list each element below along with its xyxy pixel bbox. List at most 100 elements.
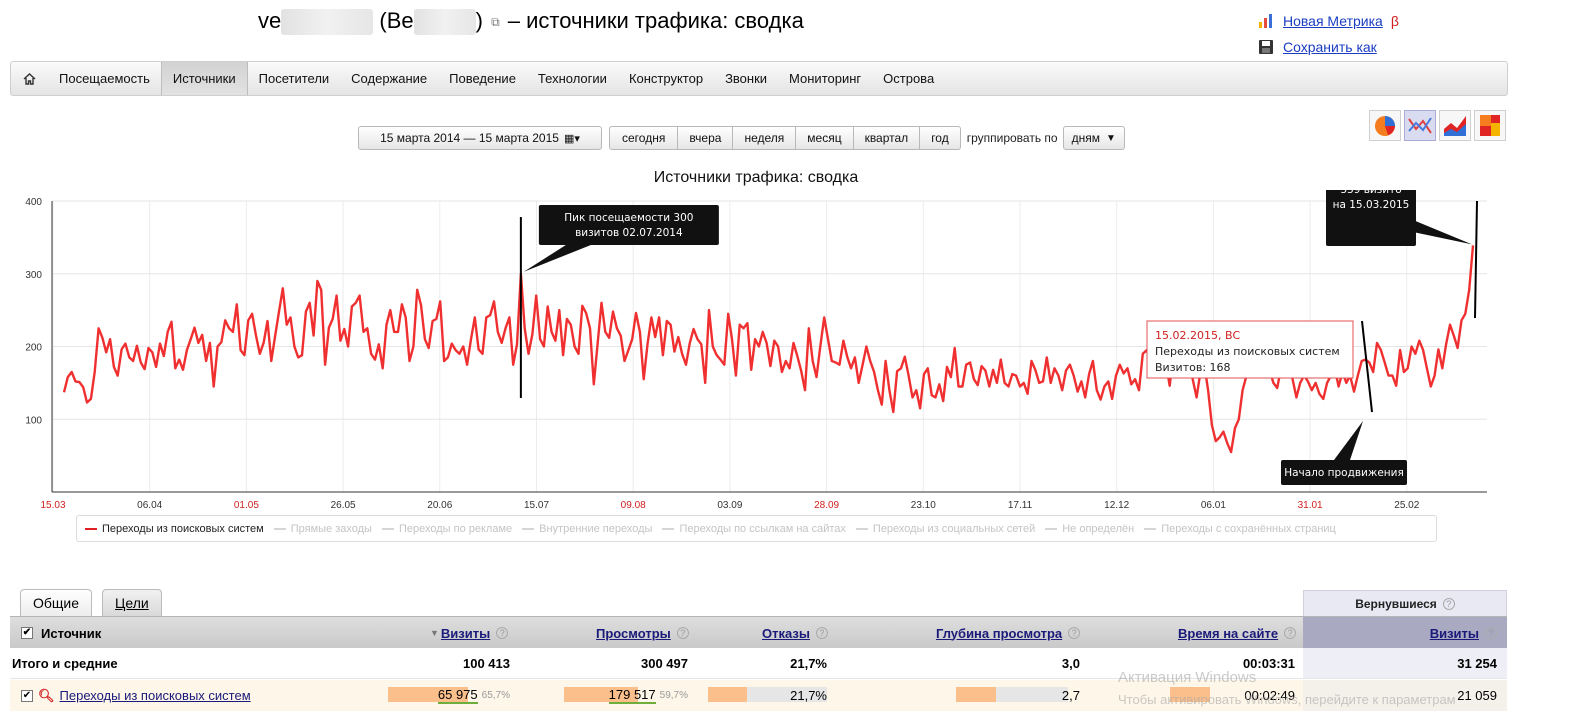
legend-item-saved[interactable]: Переходы с сохранённых страниц xyxy=(1144,523,1336,535)
nav-item-monitoring[interactable]: Мониторинг xyxy=(789,71,862,86)
x-tick-label: 15.07 xyxy=(524,500,549,511)
sort-desc-icon: ▼ xyxy=(430,628,439,638)
tooltip-box xyxy=(1146,320,1354,379)
redacted-site-alias xyxy=(413,9,476,36)
site-alias-prefix: (Be xyxy=(379,8,414,33)
nav-item-calls[interactable]: Звонки xyxy=(725,71,768,86)
area-chart-icon[interactable] xyxy=(1439,110,1471,141)
treemap-chart-icon[interactable] xyxy=(1474,110,1506,141)
last-marker-line xyxy=(1474,200,1478,319)
x-tick-label: 06.04 xyxy=(137,500,162,511)
row-checkbox[interactable]: ✔ xyxy=(21,689,33,702)
save-as-link[interactable]: Сохранить как xyxy=(1283,39,1377,55)
last-annotation-box xyxy=(1326,190,1416,246)
row-returning-visits: 21 059 xyxy=(1457,688,1497,703)
chart-title: Источники трафика: сводка xyxy=(653,169,859,186)
date-range-picker[interactable]: 15 марта 2014 — 15 марта 2015 ▦▾ xyxy=(358,126,602,150)
home-icon[interactable] xyxy=(11,62,48,95)
row-time: 00:02:49 xyxy=(1244,688,1295,703)
x-tick-label: 31.01 xyxy=(1298,500,1323,511)
page-title: ve (Be) ⧉ – источники трафика: сводка xyxy=(258,8,804,36)
legend-item-social[interactable]: Переходы из социальных сетей xyxy=(855,523,1035,535)
legend-item-search[interactable]: Переходы из поисковых систем xyxy=(85,523,264,535)
last-annotation-text: 339 визито xyxy=(1340,190,1401,196)
date-range-label: 15 марта 2014 — 15 марта 2015 xyxy=(380,131,559,145)
beta-badge: β xyxy=(1390,13,1399,29)
nav-item-content[interactable]: Содержание xyxy=(351,71,428,86)
peak-annotation-text: визитов 02.07.2014 xyxy=(575,227,683,239)
header-pageviews[interactable]: Просмотры? xyxy=(596,617,689,649)
bar-chart-icon xyxy=(1258,13,1274,29)
help-icon: ? xyxy=(1284,627,1297,639)
x-tick-label: 25.02 xyxy=(1394,500,1419,511)
period-today-button[interactable]: сегодня xyxy=(609,126,679,150)
nav-item-behavior[interactable]: Поведение xyxy=(449,71,516,86)
header-time[interactable]: Время на сайте? xyxy=(1178,617,1297,649)
site-name-prefix: ve xyxy=(258,8,282,33)
nav-item-visits[interactable]: Посещаемость xyxy=(59,71,150,86)
depth-share-bar xyxy=(956,687,996,702)
period-month-button[interactable]: месяц xyxy=(796,126,854,150)
row-bounces: 21,7% xyxy=(790,688,827,703)
header-bounces[interactable]: Отказы? xyxy=(762,617,828,649)
y-tick-label: 400 xyxy=(25,197,42,208)
line-chart-icon[interactable] xyxy=(1404,110,1436,141)
last-callout-pointer xyxy=(1413,220,1472,245)
legend-item-links[interactable]: Переходы по ссылкам на сайтах xyxy=(662,523,846,535)
x-tick-label: 01.05 xyxy=(234,500,259,511)
chart-type-switcher xyxy=(1369,110,1509,141)
legend-item-direct[interactable]: Прямые заходы xyxy=(273,523,372,535)
nav-item-islands[interactable]: Острова xyxy=(883,71,935,86)
row-pageviews: 179 517 xyxy=(608,687,656,704)
floppy-disk-icon xyxy=(1258,39,1274,55)
period-quarter-button[interactable]: квартал xyxy=(853,126,921,150)
header-returning-visits[interactable]: Визиты? xyxy=(1303,617,1507,649)
x-tick-label: 12.12 xyxy=(1104,500,1129,511)
x-tick-label: 28.09 xyxy=(814,500,839,511)
redacted-site-name xyxy=(281,9,374,36)
y-tick-label: 200 xyxy=(25,343,42,354)
new-metrika-link[interactable]: Новая Метрика xyxy=(1283,13,1383,29)
promo-callout-pointer xyxy=(1334,421,1363,460)
nav-item-constructor[interactable]: Конструктор xyxy=(628,71,704,86)
row-source-link[interactable]: Переходы из поисковых систем xyxy=(59,688,251,703)
header-visits[interactable]: ▼ Визиты? xyxy=(430,617,509,649)
top-links: Новая Метрика β Сохранить как xyxy=(1258,8,1399,60)
nav-item-sources[interactable]: Источники xyxy=(160,62,248,95)
line-chart: 15.03 06.04 01.05 26.05 20.06 15.07 09.08 03.09… xyxy=(25,190,1487,511)
tooltip-text: 15.02.2015, ВС xyxy=(1155,329,1241,342)
tab-general[interactable]: Общие xyxy=(20,589,93,616)
report-tabs: Общие Цели xyxy=(20,589,172,616)
calendar-icon: ▦▾ xyxy=(563,132,580,145)
title-suffix: – источники трафика: сводка xyxy=(507,8,804,33)
period-week-button[interactable]: неделя xyxy=(733,126,797,150)
x-tick-label: 06.01 xyxy=(1201,500,1226,511)
x-tick-label: 15.03 xyxy=(40,500,65,511)
nav-item-technologies[interactable]: Технологии xyxy=(537,71,607,86)
nav-item-visitors[interactable]: Посетители xyxy=(258,71,330,86)
row-depth: 2,7 xyxy=(1061,688,1080,703)
period-toolbar: 15 марта 2014 — 15 марта 2015 ▦▾ сегодня… xyxy=(358,126,1125,150)
row-visits: 65 975 xyxy=(437,687,478,704)
peak-annotation-box xyxy=(538,205,719,245)
select-all-checkbox[interactable]: ✔ xyxy=(21,627,33,639)
legend-item-internal[interactable]: Внутренние переходы xyxy=(522,523,652,535)
external-link-icon[interactable]: ⧉ xyxy=(491,14,500,29)
period-year-button[interactable]: год xyxy=(920,126,961,150)
help-icon: ? xyxy=(1485,627,1497,639)
header-depth[interactable]: Глубина просмотра? xyxy=(936,617,1081,649)
period-buttons: сегодня вчера неделя месяц квартал год xyxy=(609,126,961,150)
x-tick-label: 23.10 xyxy=(911,500,936,511)
group-by-select[interactable]: дням ▼ xyxy=(1062,126,1125,150)
y-tick-label: 300 xyxy=(25,270,42,281)
tab-goals[interactable]: Цели xyxy=(102,589,162,616)
help-icon: ? xyxy=(496,627,509,639)
peak-annotation-text: Пик посещаемости 300 xyxy=(564,212,693,224)
table-header: ✔ Источник ▼ Визиты? Просмотры? Отказы? Г… xyxy=(10,616,1507,649)
help-icon[interactable]: ? xyxy=(1442,598,1455,610)
legend-item-ads[interactable]: Переходы по рекламе xyxy=(381,523,512,535)
pie-chart-icon[interactable] xyxy=(1369,110,1401,141)
legend-item-undefined[interactable]: Не определён xyxy=(1045,523,1134,535)
chart-legend: Переходы из поисковых систем Прямые захо… xyxy=(76,515,1437,542)
period-yesterday-button[interactable]: вчера xyxy=(678,126,734,150)
